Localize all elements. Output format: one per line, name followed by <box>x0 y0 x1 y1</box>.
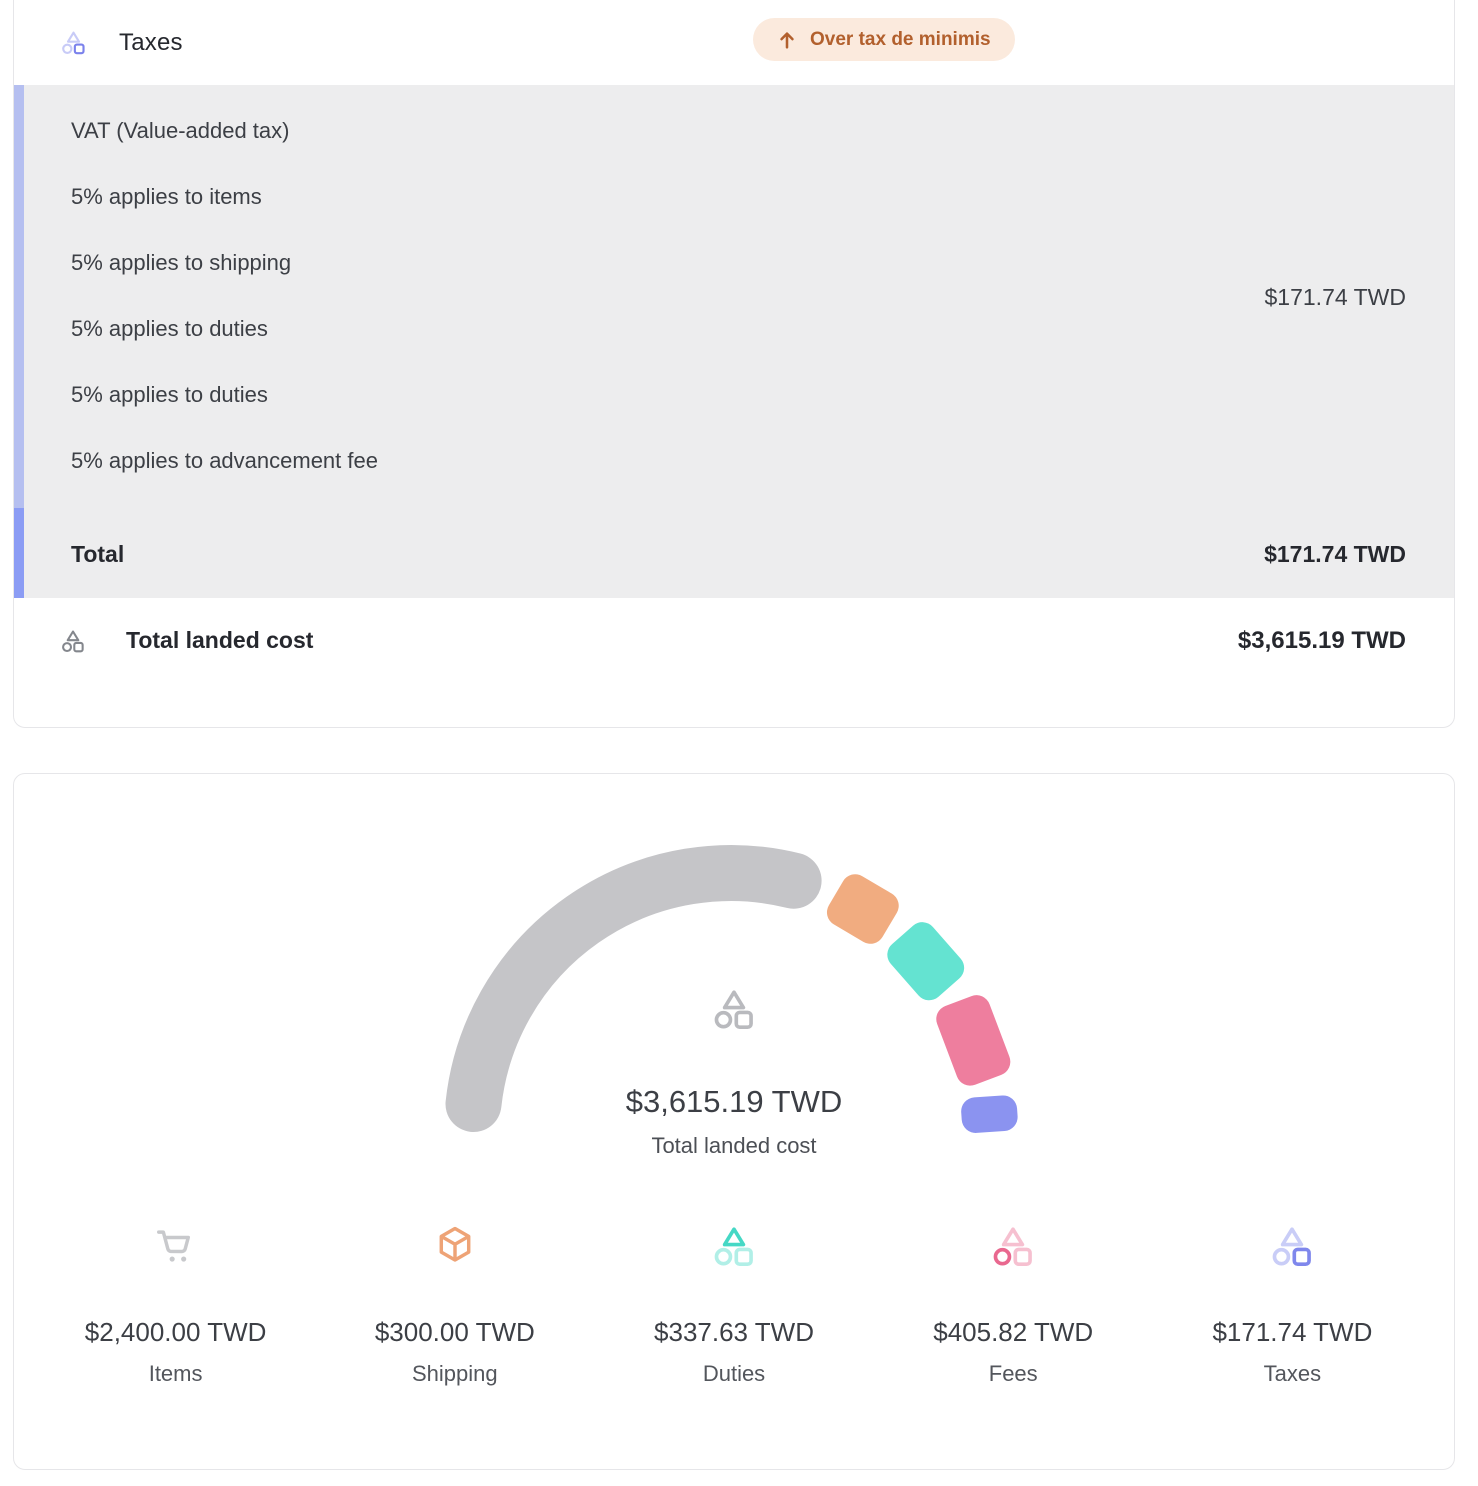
cost-columns: $2,400.00 TWD Items $300.00 TWD Shipping $… <box>36 1223 1432 1387</box>
cost-column-label: Duties <box>702 1361 766 1386</box>
cost-column-label: Items <box>148 1361 203 1386</box>
vat-line: 5% applies to duties <box>71 316 268 341</box>
accent-bar <box>14 85 24 598</box>
cost-column-fees: $405.82 TWD Fees <box>874 1223 1153 1387</box>
vat-amount: $171.74 TWD <box>1264 284 1406 310</box>
vat-title: VAT (Value-added tax) <box>71 118 290 143</box>
cost-column-amount: $2,400.00 TWD <box>84 1317 267 1347</box>
cost-column-label: Shipping <box>411 1361 498 1386</box>
cost-column-shipping: $300.00 TWD Shipping <box>315 1223 594 1387</box>
arrow-up-icon <box>777 30 797 50</box>
taxes-total-row: Total $171.74 TWD <box>71 540 1406 568</box>
cost-column-taxes: $171.74 TWD Taxes <box>1153 1223 1432 1387</box>
vat-line: 5% applies to shipping <box>71 250 292 275</box>
total-landed-cost-row: Total landed cost $3,615.19 TWD <box>14 598 1454 727</box>
taxes-card-title: Taxes <box>119 28 183 56</box>
taxes-card: Taxes Over tax de minimis VAT (Value-add… <box>13 0 1455 728</box>
total-landed-cost-label: Total landed cost <box>126 627 314 653</box>
over-de-minimis-badge-label: Over tax de minimis <box>810 28 991 50</box>
cost-column-amount: $405.82 TWD <box>933 1317 1094 1347</box>
cost-column-label: Taxes <box>1263 1361 1322 1386</box>
taxes-total-label: Total <box>71 541 125 567</box>
total-landed-cost-amount: $3,615.19 TWD <box>1237 626 1406 654</box>
cost-column-amount: $337.63 TWD <box>654 1317 814 1347</box>
vat-lines: VAT (Value-added tax) 5% applies to item… <box>71 117 1406 475</box>
cost-column-amount: $171.74 TWD <box>1212 1317 1373 1347</box>
shapes-taxes-icon <box>60 29 87 56</box>
taxes-total-amount: $171.74 TWD <box>1264 541 1406 567</box>
gauge-chart <box>445 845 1018 1133</box>
vat-line: 5% applies to advancement fee <box>71 448 378 473</box>
cost-column-items: $2,400.00 TWD Items <box>36 1223 315 1387</box>
over-de-minimis-badge: Over tax de minimis <box>753 18 1015 61</box>
vat-breakdown-panel: VAT (Value-added tax) 5% applies to item… <box>14 85 1454 598</box>
package-icon <box>432 1223 478 1269</box>
cart-icon <box>153 1223 199 1269</box>
cost-column-amount: $300.00 TWD <box>374 1317 535 1347</box>
vat-line: 5% applies to duties <box>71 382 268 407</box>
accent-bar-light <box>14 85 24 509</box>
shapes-icon <box>990 1223 1036 1269</box>
taxes-card-header: Taxes Over tax de minimis <box>14 0 1454 85</box>
shapes-icon <box>711 1223 757 1269</box>
shapes-icon <box>1269 1223 1315 1269</box>
shapes-landed-icon <box>60 628 86 654</box>
cost-summary-card: $3,615.19 TWD Total landed cost $2,400.0… <box>13 773 1455 1470</box>
cost-column-label: Fees <box>988 1361 1038 1386</box>
cost-column-duties: $337.63 TWD Duties <box>594 1223 873 1387</box>
vat-line: 5% applies to items <box>71 184 262 209</box>
accent-bar-dark <box>14 508 24 598</box>
